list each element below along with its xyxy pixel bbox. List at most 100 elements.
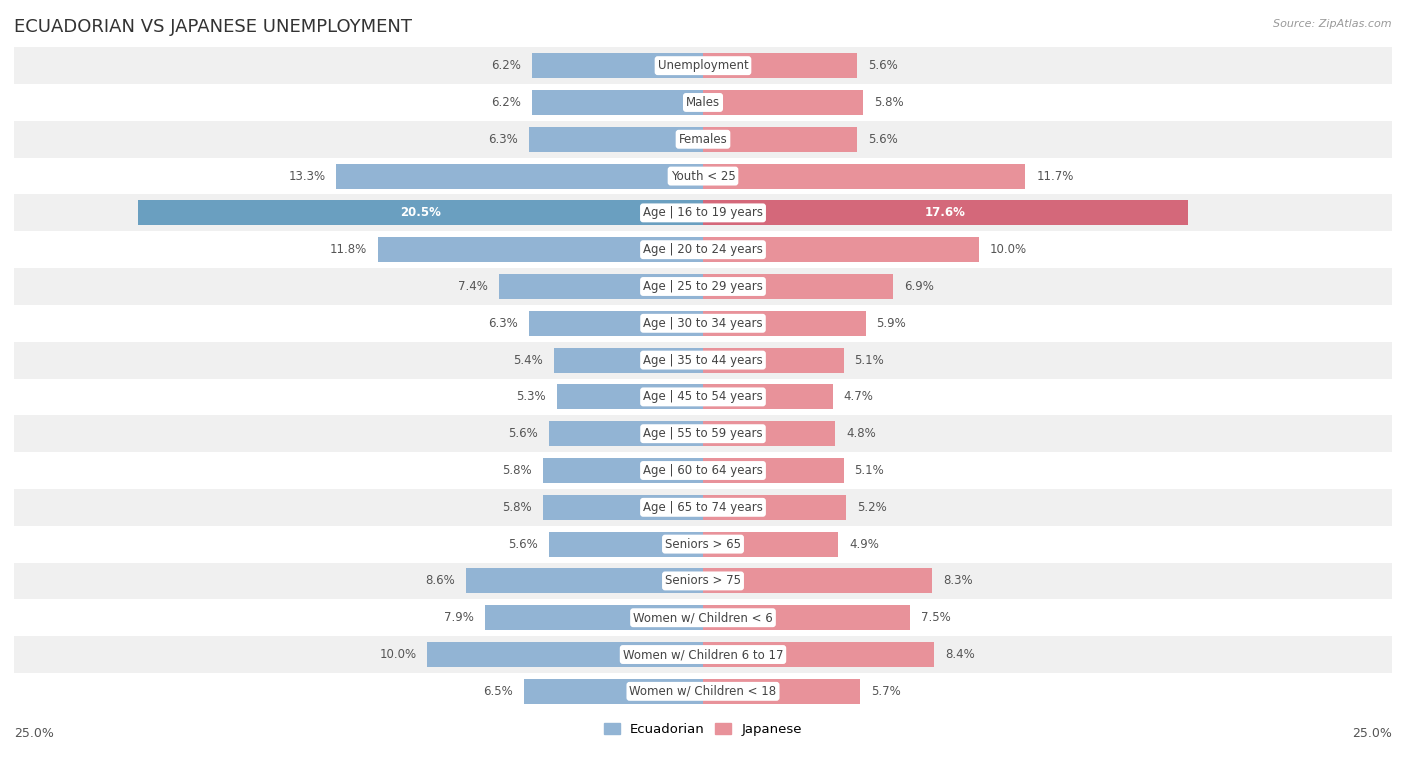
Text: 5.1%: 5.1% bbox=[855, 354, 884, 366]
Text: 5.1%: 5.1% bbox=[855, 464, 884, 477]
Text: Age | 35 to 44 years: Age | 35 to 44 years bbox=[643, 354, 763, 366]
Bar bbox=[703, 274, 893, 299]
Bar bbox=[14, 305, 1392, 341]
Text: Seniors > 75: Seniors > 75 bbox=[665, 575, 741, 587]
Text: 7.5%: 7.5% bbox=[921, 611, 950, 625]
Text: 5.2%: 5.2% bbox=[858, 501, 887, 514]
Bar bbox=[14, 525, 1392, 562]
Text: 17.6%: 17.6% bbox=[925, 207, 966, 220]
Text: 4.7%: 4.7% bbox=[844, 391, 873, 403]
Bar bbox=[485, 605, 703, 631]
Text: 5.8%: 5.8% bbox=[502, 501, 531, 514]
Bar bbox=[548, 531, 703, 556]
Bar bbox=[703, 569, 932, 593]
Bar bbox=[703, 385, 832, 410]
Bar bbox=[530, 126, 703, 152]
Text: 6.2%: 6.2% bbox=[491, 96, 522, 109]
Text: 5.7%: 5.7% bbox=[872, 685, 901, 698]
Bar bbox=[14, 157, 1392, 195]
Bar bbox=[14, 489, 1392, 525]
Bar bbox=[703, 311, 866, 336]
Text: Source: ZipAtlas.com: Source: ZipAtlas.com bbox=[1274, 19, 1392, 29]
Text: 6.3%: 6.3% bbox=[489, 132, 519, 146]
Text: Age | 16 to 19 years: Age | 16 to 19 years bbox=[643, 207, 763, 220]
Bar bbox=[703, 642, 935, 667]
Bar bbox=[703, 458, 844, 483]
Text: 5.6%: 5.6% bbox=[508, 537, 537, 550]
Bar bbox=[14, 562, 1392, 600]
Bar bbox=[499, 274, 703, 299]
Bar bbox=[530, 311, 703, 336]
Bar bbox=[543, 458, 703, 483]
Text: Seniors > 65: Seniors > 65 bbox=[665, 537, 741, 550]
Text: 5.8%: 5.8% bbox=[502, 464, 531, 477]
Text: Females: Females bbox=[679, 132, 727, 146]
Bar bbox=[465, 569, 703, 593]
Bar bbox=[703, 237, 979, 262]
Legend: Ecuadorian, Japanese: Ecuadorian, Japanese bbox=[599, 718, 807, 742]
Text: 10.0%: 10.0% bbox=[380, 648, 416, 661]
Bar bbox=[427, 642, 703, 667]
Bar bbox=[703, 90, 863, 115]
Text: 5.6%: 5.6% bbox=[869, 59, 898, 72]
Text: Women w/ Children 6 to 17: Women w/ Children 6 to 17 bbox=[623, 648, 783, 661]
Text: 4.8%: 4.8% bbox=[846, 427, 876, 441]
Text: Age | 65 to 74 years: Age | 65 to 74 years bbox=[643, 501, 763, 514]
Text: Women w/ Children < 18: Women w/ Children < 18 bbox=[630, 685, 776, 698]
Bar bbox=[14, 195, 1392, 232]
Bar bbox=[14, 341, 1392, 378]
Text: Unemployment: Unemployment bbox=[658, 59, 748, 72]
Text: 5.6%: 5.6% bbox=[869, 132, 898, 146]
Text: 8.4%: 8.4% bbox=[945, 648, 976, 661]
Text: 7.4%: 7.4% bbox=[458, 280, 488, 293]
Text: 5.9%: 5.9% bbox=[876, 316, 907, 330]
Bar bbox=[14, 378, 1392, 416]
Text: 8.6%: 8.6% bbox=[425, 575, 456, 587]
Bar bbox=[14, 416, 1392, 452]
Bar bbox=[138, 201, 703, 226]
Bar bbox=[336, 164, 703, 188]
Text: 6.9%: 6.9% bbox=[904, 280, 934, 293]
Bar bbox=[14, 121, 1392, 157]
Bar bbox=[703, 347, 844, 372]
Text: 10.0%: 10.0% bbox=[990, 243, 1026, 256]
Text: 13.3%: 13.3% bbox=[288, 170, 325, 182]
Bar bbox=[14, 232, 1392, 268]
Text: 8.3%: 8.3% bbox=[943, 575, 973, 587]
Bar bbox=[531, 53, 703, 78]
Text: Youth < 25: Youth < 25 bbox=[671, 170, 735, 182]
Text: Age | 30 to 34 years: Age | 30 to 34 years bbox=[643, 316, 763, 330]
Text: 6.3%: 6.3% bbox=[489, 316, 519, 330]
Bar bbox=[548, 421, 703, 446]
Text: Age | 45 to 54 years: Age | 45 to 54 years bbox=[643, 391, 763, 403]
Text: 5.4%: 5.4% bbox=[513, 354, 543, 366]
Text: 11.8%: 11.8% bbox=[329, 243, 367, 256]
Text: 7.9%: 7.9% bbox=[444, 611, 474, 625]
Bar bbox=[703, 201, 1188, 226]
Bar bbox=[703, 164, 1025, 188]
Text: Age | 20 to 24 years: Age | 20 to 24 years bbox=[643, 243, 763, 256]
Text: Women w/ Children < 6: Women w/ Children < 6 bbox=[633, 611, 773, 625]
Bar bbox=[703, 126, 858, 152]
Bar bbox=[703, 495, 846, 520]
Bar bbox=[703, 679, 860, 704]
Text: ECUADORIAN VS JAPANESE UNEMPLOYMENT: ECUADORIAN VS JAPANESE UNEMPLOYMENT bbox=[14, 17, 412, 36]
Bar bbox=[703, 53, 858, 78]
Text: Age | 55 to 59 years: Age | 55 to 59 years bbox=[643, 427, 763, 441]
Bar bbox=[14, 84, 1392, 121]
Text: 5.8%: 5.8% bbox=[875, 96, 904, 109]
Bar bbox=[14, 452, 1392, 489]
Text: 25.0%: 25.0% bbox=[14, 727, 53, 740]
Text: 25.0%: 25.0% bbox=[1353, 727, 1392, 740]
Bar bbox=[703, 531, 838, 556]
Bar bbox=[703, 605, 910, 631]
Text: 11.7%: 11.7% bbox=[1036, 170, 1074, 182]
Text: 6.5%: 6.5% bbox=[484, 685, 513, 698]
Text: 5.3%: 5.3% bbox=[516, 391, 546, 403]
Bar bbox=[557, 385, 703, 410]
Bar bbox=[543, 495, 703, 520]
Bar bbox=[14, 268, 1392, 305]
Text: 5.6%: 5.6% bbox=[508, 427, 537, 441]
Bar bbox=[524, 679, 703, 704]
Bar bbox=[14, 673, 1392, 710]
